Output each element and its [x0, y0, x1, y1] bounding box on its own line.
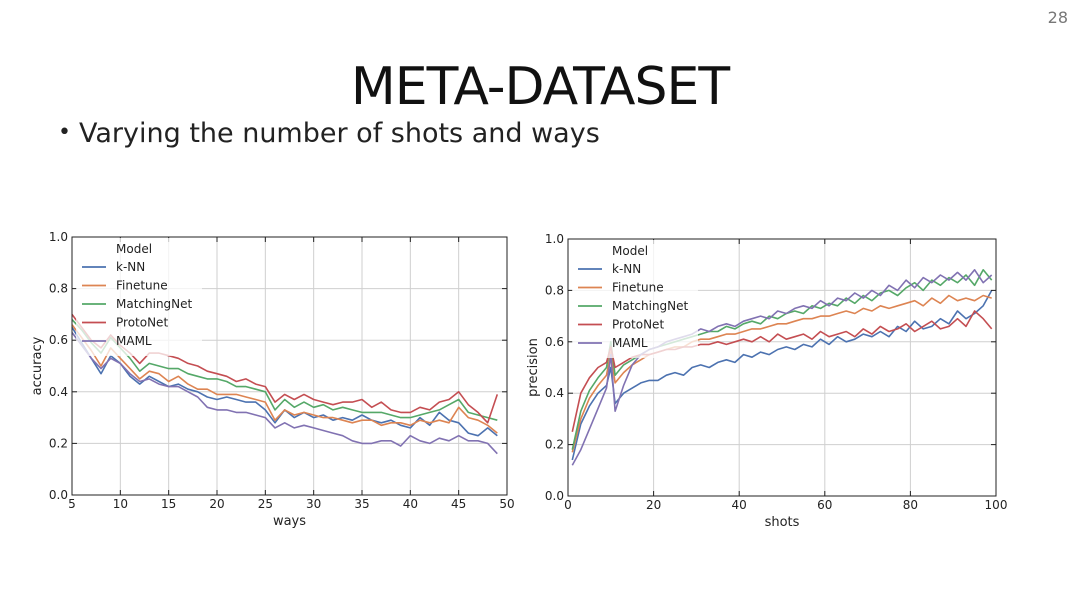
x-tick-label: 25 [258, 497, 273, 511]
y-tick-label: 0.0 [49, 488, 68, 502]
y-tick-label: 0.8 [545, 283, 564, 297]
series-line-matchingnet [71, 319, 498, 421]
x-tick-label: 45 [451, 497, 466, 511]
x-tick-label: 0 [564, 498, 572, 512]
x-tick-label: 10 [113, 497, 128, 511]
series-line-maml [71, 332, 498, 455]
legend-entry: k-NN [612, 262, 641, 276]
legend-entry: MAML [116, 334, 152, 348]
series-line-protonet [71, 313, 499, 424]
x-tick-label: 60 [817, 498, 832, 512]
ways-chart: 5 10 15 20 25 30 35 40 45 50 0.0 0.2 0.4 0.6 0.8 1.0 way… [30, 230, 515, 529]
y-tick-label: 0.4 [49, 385, 68, 399]
x-axis-label: ways [273, 514, 306, 529]
legend-entry: ProtoNet [612, 318, 664, 332]
bullet-dot: • [58, 120, 71, 145]
x-tick-label: 30 [306, 497, 321, 511]
series-line-maml [571, 268, 993, 466]
series-line-matchingnet [571, 268, 993, 450]
x-tick-label: 40 [403, 497, 418, 511]
shots-chart: 0 20 40 60 80 100 0.0 0.2 0.4 0.6 0.8 1.0 shots preci… [526, 232, 1007, 530]
y-tick-label: 0.4 [545, 386, 564, 400]
y-tick-label: 1.0 [49, 230, 68, 244]
x-tick-label: 20 [646, 498, 661, 512]
legend-entry: MAML [612, 336, 648, 350]
x-tick-label: 80 [903, 498, 918, 512]
legend-entry: k-NN [116, 260, 145, 274]
legend-entry: Finetune [116, 279, 168, 293]
y-tick-label: 0.2 [49, 436, 68, 450]
bullet-item: • Varying the number of shots and ways [58, 118, 600, 149]
y-tick-label: 0.8 [49, 282, 68, 296]
x-tick-label: 50 [499, 497, 514, 511]
y-tick-label: 0.0 [545, 489, 564, 503]
series-line-k-nn [571, 290, 993, 461]
slide-title: META-DATASET [350, 56, 730, 117]
legend-title: Model [612, 244, 648, 258]
x-tick-label: 35 [354, 497, 369, 511]
y-tick-label: 0.2 [545, 438, 564, 452]
series-line-finetune [71, 324, 498, 434]
page-number: 28 [1047, 8, 1068, 27]
y-tick-label: 0.6 [545, 335, 564, 349]
bullet-text: Varying the number of shots and ways [78, 118, 600, 149]
x-tick-label: 5 [68, 497, 76, 511]
x-tick-label: 40 [732, 498, 747, 512]
y-axis-label: precision [526, 338, 541, 397]
plot-frame [71, 236, 508, 496]
legend-box [76, 238, 202, 356]
legend-entry: MatchingNet [116, 297, 193, 311]
x-tick-label: 100 [985, 498, 1008, 512]
legend-box [572, 240, 698, 358]
x-tick-label: 20 [209, 497, 224, 511]
legend-title: Model [116, 242, 152, 256]
plot-frame [567, 238, 997, 497]
y-axis-label: accuracy [30, 336, 45, 395]
legend-entry: Finetune [612, 281, 664, 295]
legend-entry: MatchingNet [612, 299, 689, 313]
y-tick-label: 1.0 [545, 232, 564, 246]
series-line-finetune [571, 294, 992, 453]
legend: Model k-NN Finetune MatchingNet ProtoNet MAML [572, 240, 698, 358]
legend: Model k-NN Finetune MatchingNet ProtoNet MAML [76, 238, 202, 356]
legend-entry: ProtoNet [116, 316, 168, 330]
y-tick-label: 0.6 [49, 333, 68, 347]
x-tick-label: 15 [161, 497, 176, 511]
x-axis-label: shots [765, 515, 800, 530]
